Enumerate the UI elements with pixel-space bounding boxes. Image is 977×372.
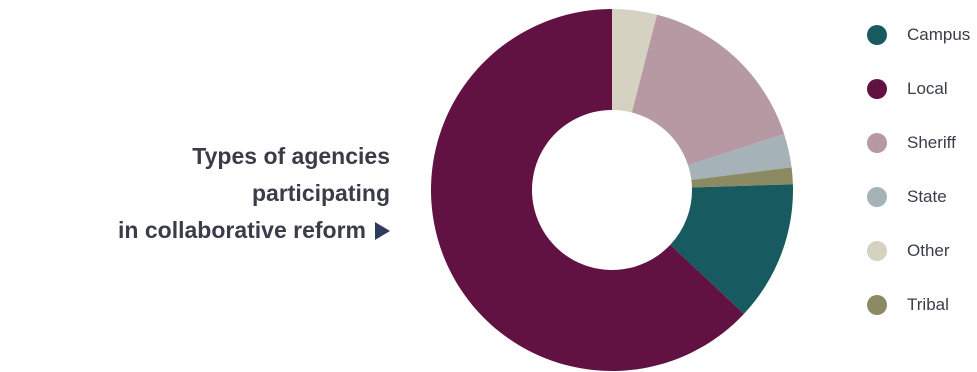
legend-swatch-sheriff <box>867 133 887 153</box>
chart-title-line-1: Types of agencies participating <box>192 143 390 206</box>
legend-swatch-campus <box>867 25 887 45</box>
legend-label-tribal: Tribal <box>907 295 949 314</box>
legend-item-local: Local <box>867 76 948 102</box>
slice-campus <box>670 184 793 314</box>
donut-chart <box>431 9 793 371</box>
legend-label-other: Other <box>907 241 950 260</box>
slice-other <box>612 9 658 113</box>
legend-swatch-tribal <box>867 295 887 315</box>
slice-sheriff <box>631 14 785 166</box>
legend-item-campus: Campus <box>867 22 970 48</box>
legend-label-local: Local <box>907 79 948 98</box>
legend-item-sheriff: Sheriff <box>867 130 956 156</box>
chart-title-line-2-text: in collaborative reform <box>118 217 366 243</box>
legend-label-state: State <box>907 187 947 206</box>
slice-tribal <box>691 167 793 188</box>
legend-swatch-other <box>867 241 887 261</box>
legend-swatch-local <box>867 79 887 99</box>
arrow-right-icon <box>375 222 390 240</box>
legend-swatch-state <box>867 187 887 207</box>
chart-title: Types of agencies participating in colla… <box>60 138 390 249</box>
chart-title-line-2: in collaborative reform <box>60 212 390 249</box>
slice-state <box>688 134 792 180</box>
legend-item-tribal: Tribal <box>867 292 949 318</box>
legend-label-campus: Campus <box>907 25 971 44</box>
legend-label-sheriff: Sheriff <box>907 133 956 152</box>
slice-local <box>431 9 744 371</box>
legend-item-state: State <box>867 184 947 210</box>
legend-item-other: Other <box>867 238 950 264</box>
